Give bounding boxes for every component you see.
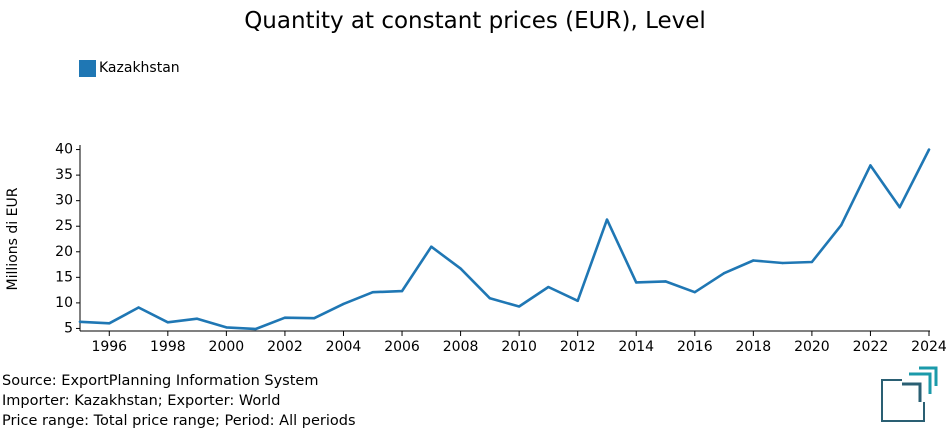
x-tick-label: 1998: [150, 339, 186, 355]
y-tick-label: 30: [55, 193, 73, 209]
data-point: [722, 272, 726, 275]
y-tick-label: 20: [55, 244, 73, 260]
x-tick-label: 2010: [501, 339, 537, 355]
x-tick-label: 2002: [267, 339, 303, 355]
data-point: [752, 259, 755, 262]
data-point: [810, 260, 814, 264]
data-point: [254, 327, 257, 331]
data-point: [693, 290, 696, 294]
data-point: [225, 326, 228, 329]
x-tick-label: 1996: [91, 339, 127, 355]
legend: Kazakhstan: [79, 59, 180, 77]
y-tick-label: 15: [55, 269, 73, 285]
data-point: [78, 320, 82, 323]
chart-title: Quantity at constant prices (EUR), Level: [244, 8, 706, 34]
y-tick-label: 35: [55, 167, 73, 183]
x-tick-label: 2020: [794, 339, 830, 355]
data-point: [195, 317, 199, 320]
x-tick-label: 2006: [384, 339, 420, 355]
chart-footer: Source: ExportPlanning Information Syste…: [2, 371, 356, 431]
importer-exporter-note: Importer: Kazakhstan; Exporter: World: [2, 393, 281, 409]
x-tick-label: 2022: [853, 339, 889, 355]
data-point: [576, 299, 579, 303]
x-tick-label: 2012: [560, 339, 596, 355]
data-point: [459, 267, 462, 270]
y-axis-label: Millions di EUR: [5, 187, 21, 290]
data-point: [898, 206, 901, 209]
data-point: [605, 218, 609, 221]
y-tick-label: 10: [55, 295, 73, 311]
x-tick-label: 2024: [911, 339, 947, 355]
x-tick-label: 2014: [618, 339, 654, 355]
data-point: [108, 322, 111, 325]
y-tick-label: 5: [64, 320, 73, 336]
data-point: [517, 305, 521, 308]
data-point: [635, 281, 638, 284]
data-point: [781, 261, 784, 265]
data-point: [839, 224, 843, 227]
legend-label-kazakhstan: Kazakhstan: [99, 60, 180, 76]
x-tick-label: 2018: [736, 339, 772, 355]
data-point: [927, 148, 931, 151]
data-point: [400, 289, 404, 293]
data-point: [283, 316, 287, 319]
x-tick-label: 2008: [443, 339, 479, 355]
x-tick-label: 2000: [209, 339, 245, 355]
data-point: [371, 290, 374, 294]
y-tick-label: 40: [55, 142, 73, 158]
data-point: [430, 245, 433, 248]
legend-swatch-kazakhstan: [79, 59, 96, 77]
exportplanning-logo-icon: [881, 366, 938, 422]
x-tick-label: 2004: [326, 339, 362, 355]
data-point: [664, 280, 667, 283]
price-period-note: Price range: Total price range; Period: …: [2, 413, 356, 429]
data-point: [137, 306, 140, 309]
source-note: Source: ExportPlanning Information Syste…: [2, 373, 319, 389]
x-tick-label: 2016: [677, 339, 713, 355]
y-tick-label: 25: [55, 218, 73, 234]
series-line-kazakhstan: [78, 148, 931, 331]
data-point: [342, 302, 345, 306]
data-point: [166, 321, 170, 324]
data-point: [869, 164, 872, 167]
data-point: [488, 297, 492, 300]
data-point: [547, 285, 550, 289]
data-point: [313, 317, 316, 320]
line-chart: 5 10 15 20 25 30 35 40 1996 1998 2000 2002 2004 2006 2…: [5, 142, 947, 355]
